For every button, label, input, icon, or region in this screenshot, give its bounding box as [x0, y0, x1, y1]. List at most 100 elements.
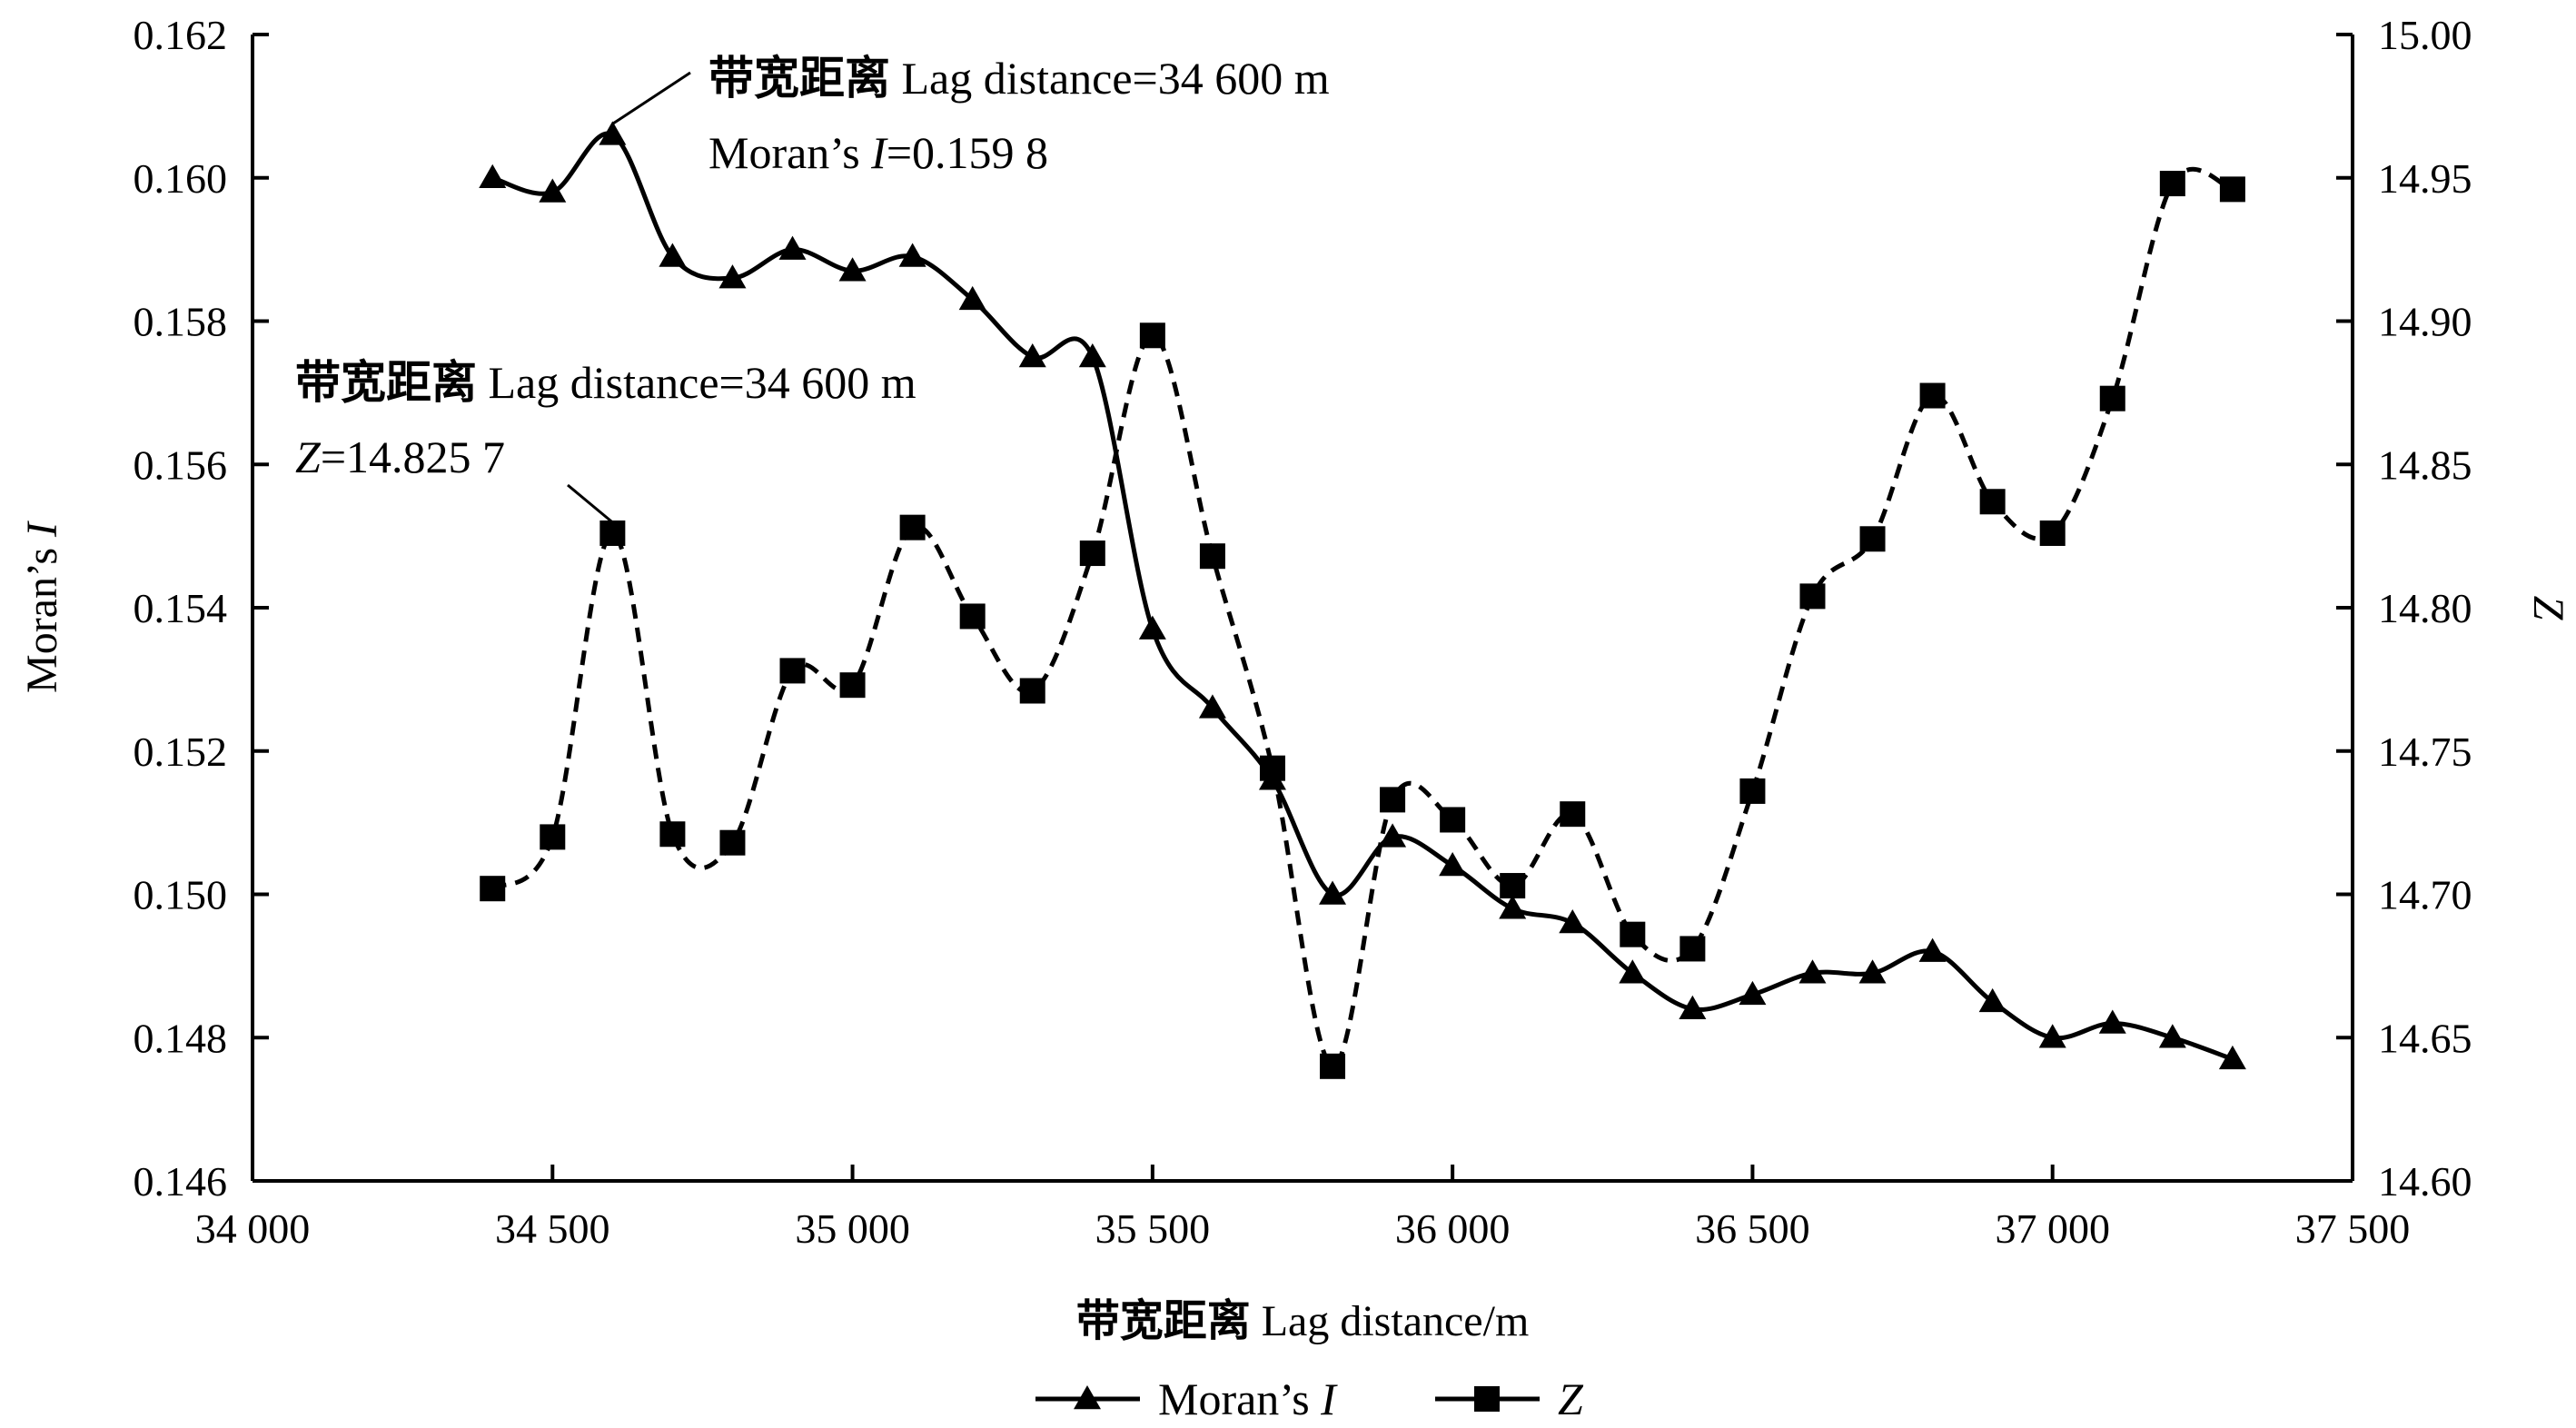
moran-marker [838, 257, 867, 282]
y-right-tick-label: 14.95 [2378, 155, 2472, 202]
annotations: 带宽距离 Lag distance=34 600 m Moran’s I=0.15… [295, 52, 1330, 524]
annotation-line-1: 带宽距离 Lag distance=34 600 m [708, 52, 1330, 104]
moran-marker [1978, 987, 2006, 1013]
moran-marker [599, 121, 627, 145]
legend-label: Z [1558, 1373, 1584, 1424]
z-marker [779, 658, 806, 684]
z-marker [1320, 1053, 1346, 1079]
moran-marker [2158, 1024, 2186, 1048]
z-marker [540, 824, 566, 850]
y-left-tick-label: 0.148 [134, 1015, 228, 1061]
moran-marker [1439, 851, 1467, 877]
annotation-line-1: 带宽距离 Lag distance=34 600 m [295, 356, 916, 409]
annotation-leader-line [611, 71, 691, 125]
z-marker [2159, 171, 2185, 197]
y-left-tick-label: 0.160 [134, 155, 228, 202]
legend-item-moran: Moran’s I [1035, 1373, 1338, 1424]
x-axis-title: 带宽距离 Lag distance/m [1076, 1295, 1530, 1346]
x-tick-label: 37 000 [1995, 1205, 2110, 1252]
x-tick-label: 35 500 [1095, 1205, 1211, 1252]
z-marker [959, 603, 986, 630]
y-right-tick-label: 15.00 [2378, 12, 2472, 58]
z-marker [1739, 778, 1766, 804]
y-right-tick-label: 14.75 [2378, 729, 2472, 775]
z-marker [1919, 382, 1946, 409]
moran-marker [1078, 342, 1106, 368]
series-layer [479, 121, 2246, 1079]
moran-marker [1559, 909, 1587, 934]
y-right-tick-label: 14.85 [2378, 441, 2472, 488]
moran-marker [1918, 937, 1947, 962]
y-right-tick-label: 14.65 [2378, 1015, 2472, 1061]
z-marker [1500, 873, 1526, 899]
y-right-tick-label: 14.70 [2378, 872, 2472, 918]
moran-marker [1679, 995, 1707, 1019]
moran-marker [479, 164, 507, 188]
moran-marker [898, 243, 926, 267]
y-left-tick-label: 0.146 [134, 1158, 228, 1205]
z-marker [1679, 936, 1706, 962]
z-marker [1799, 583, 1826, 610]
y-left-tick-label: 0.152 [134, 729, 228, 775]
z-marker [1560, 801, 1586, 828]
legend-label: Moran’s I [1158, 1373, 1338, 1424]
moran-marker [1798, 959, 1827, 984]
moran-line [491, 131, 2234, 1062]
z-marker [1380, 787, 1406, 813]
moran-marker [958, 285, 986, 311]
moran-marker [1198, 694, 1226, 719]
moran-marker [1138, 615, 1166, 640]
moran-marker [539, 178, 567, 203]
annotation-line-2: Z=14.825 7 [295, 431, 505, 482]
y-left-tick-label: 0.150 [134, 872, 228, 918]
y-left-tick-label: 0.162 [134, 12, 228, 58]
z-marker [1079, 540, 1105, 567]
moran-marker [1379, 823, 1407, 848]
z-marker [1259, 755, 1285, 781]
moran-marker [1739, 980, 1767, 1006]
moran-marker [778, 235, 807, 260]
z-marker [1859, 526, 1886, 552]
moran-marker [1018, 342, 1046, 368]
z-marker [659, 821, 686, 848]
axes: 34 000 34 500 35 000 35 500 36 000 36 500 37 0… [18, 12, 2572, 1346]
moran-marker [718, 264, 747, 289]
y-left-tick-label: 0.158 [134, 299, 228, 345]
z-marker [1019, 678, 1045, 704]
z-marker [599, 520, 626, 546]
x-tick-label: 36 000 [1395, 1205, 1511, 1252]
moran-marker [2218, 1045, 2246, 1070]
z-marker [1620, 921, 1646, 947]
x-tick-label: 35 000 [795, 1205, 910, 1252]
x-tick-label: 36 500 [1695, 1205, 1810, 1252]
y-right-tick-label: 14.90 [2378, 299, 2472, 345]
legend-item-z: Z [1435, 1373, 1584, 1424]
y-left-tick-label: 0.156 [134, 441, 228, 488]
y-left-axis-title: Moran’s I [18, 521, 66, 693]
y-right-tick-label: 14.80 [2378, 585, 2472, 631]
z-marker [1474, 1386, 1500, 1412]
x-tick-label: 37 500 [2295, 1205, 2411, 1252]
z-series [480, 166, 2245, 1079]
moran-marker [659, 243, 687, 267]
y-right-tick-label: 14.60 [2378, 1158, 2472, 1205]
z-marker [1440, 807, 1466, 833]
z-marker [2099, 385, 2125, 412]
z-marker [480, 876, 506, 902]
z-marker [2219, 176, 2245, 203]
moran-marker [1619, 959, 1647, 984]
annotation-z: 带宽距离 Lag distance=34 600 m Z=14.825 7 [295, 356, 916, 524]
z-line [490, 166, 2234, 1069]
annotation-moran: 带宽距离 Lag distance=34 600 m Moran’s I=0.15… [611, 52, 1330, 178]
z-marker [899, 514, 926, 540]
moran-marker [1074, 1385, 1101, 1410]
z-marker [839, 672, 866, 699]
annotation-leader-line [567, 483, 614, 524]
z-marker [1979, 489, 2006, 515]
z-marker [1199, 543, 1225, 570]
x-tick-label: 34 000 [195, 1205, 311, 1252]
z-marker [719, 829, 746, 856]
moran-marker [1319, 880, 1347, 905]
legend: Moran’s I Z [1035, 1373, 1584, 1424]
